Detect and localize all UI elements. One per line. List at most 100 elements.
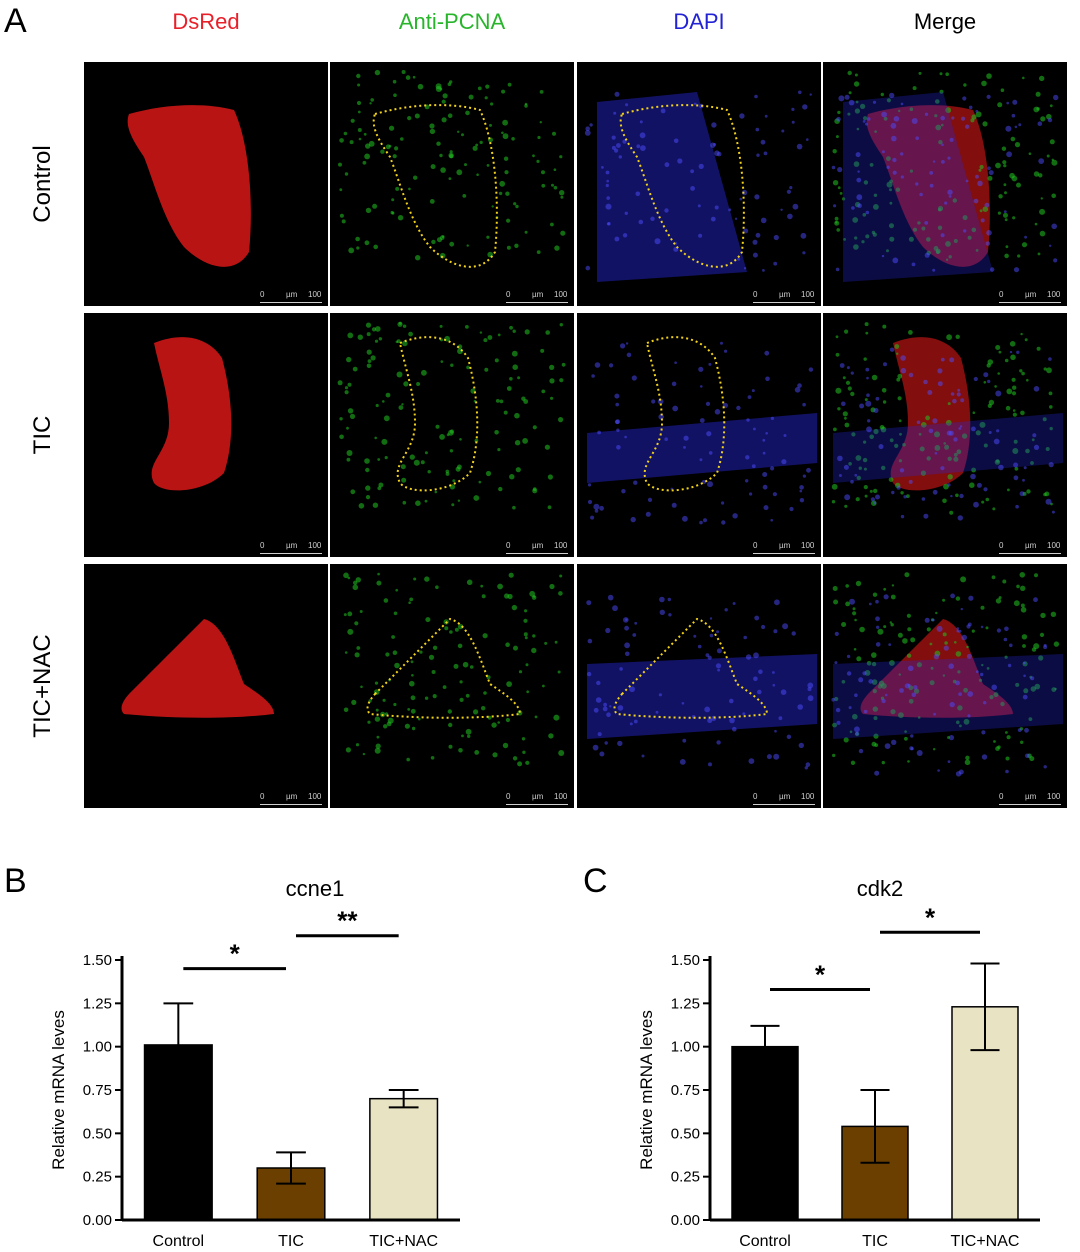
scale-bar-start: 0 xyxy=(999,290,1004,299)
micrograph-tic-merge: 0 µm 100 xyxy=(823,313,1067,557)
scale-bar-line xyxy=(260,553,322,554)
scale-bar-unit: µm xyxy=(779,541,791,550)
scale-bar: 0 µm 100 xyxy=(506,792,568,806)
y-tick-label: 0.00 xyxy=(83,1212,112,1229)
scale-bar-line xyxy=(999,804,1061,805)
tissue-outline xyxy=(643,336,726,492)
x-tick-label: TIC+NAC xyxy=(951,1233,1020,1250)
scale-bar-unit: µm xyxy=(1025,792,1037,801)
y-tick-label: 0.00 xyxy=(671,1212,700,1229)
tissue-outline xyxy=(396,336,479,492)
micrograph-tic-nac-dsred: 0 µm 100 xyxy=(84,564,328,808)
scale-bar-start: 0 xyxy=(999,541,1004,550)
scale-bar-line xyxy=(753,804,815,805)
scale-bar: 0 µm 100 xyxy=(260,792,322,806)
micrograph-control-dapi: 0 µm 100 xyxy=(577,62,821,306)
chart-ccne1: 0.00 0.25 0.50 0.75 1.00 1.25 1.50 Relative mRN… xyxy=(49,906,460,1250)
micrograph-image xyxy=(831,572,1063,777)
scale-bar-line xyxy=(506,302,568,303)
scale-bar-unit: µm xyxy=(286,290,298,299)
y-tick-label: 0.25 xyxy=(83,1169,112,1186)
tissue-outline xyxy=(613,617,769,719)
y-tick-label: 1.50 xyxy=(83,952,112,969)
scale-bar: 0 µm 100 xyxy=(753,792,815,806)
scale-bar-end: 100 xyxy=(308,290,322,299)
row-label-control: Control xyxy=(29,145,56,223)
micrograph-image xyxy=(338,69,566,268)
scale-bar-end: 100 xyxy=(554,290,568,299)
y-tick-label: 0.75 xyxy=(83,1082,112,1099)
scale-bar-line xyxy=(999,553,1061,554)
scale-bar-unit: µm xyxy=(779,792,791,801)
tissue-outline xyxy=(372,104,498,268)
significance-label: * xyxy=(230,939,241,969)
scale-bar-start: 0 xyxy=(506,290,511,299)
scale-bar: 0 µm 100 xyxy=(753,541,815,555)
micrograph-tic-anti-pcna: 0 µm 100 xyxy=(330,313,574,557)
micrograph-tic-dapi: 0 µm 100 xyxy=(577,313,821,557)
micrograph-tic-nac-dapi: 0 µm 100 xyxy=(577,564,821,808)
scale-bar-unit: µm xyxy=(532,541,544,550)
scale-bar-start: 0 xyxy=(260,541,265,550)
panel-c-letter: C xyxy=(583,862,608,900)
column-header-dsred: DsRed xyxy=(172,9,240,34)
significance-label: * xyxy=(925,905,936,932)
scale-bar-end: 100 xyxy=(1047,290,1061,299)
scale-bar: 0 µm 100 xyxy=(753,290,815,304)
scale-bar-start: 0 xyxy=(260,290,265,299)
bar-tic-nac xyxy=(369,1097,439,1221)
y-axis-label: Relative mRNA leves xyxy=(49,1010,68,1170)
scale-bar-unit: µm xyxy=(1025,541,1037,550)
scale-bar: 0 µm 100 xyxy=(506,290,568,304)
chart-c-title: cdk2 xyxy=(856,876,904,901)
micrograph-tic-dsred: 0 µm 100 xyxy=(84,313,328,557)
scale-bar-unit: µm xyxy=(286,792,298,801)
y-tick-label: 0.50 xyxy=(671,1125,700,1142)
chart-cdk2: 0.00 0.25 0.50 0.75 1.00 1.25 1.50 Relative mRN… xyxy=(637,905,1040,1250)
scale-bar-unit: µm xyxy=(779,290,791,299)
micrograph-image xyxy=(121,619,275,718)
column-header-anti-pcna: Anti-PCNA xyxy=(398,9,506,34)
micrograph-image xyxy=(337,321,566,510)
significance-label: * xyxy=(815,959,826,989)
scale-bar-start: 0 xyxy=(999,792,1004,801)
column-header-dapi: DAPI xyxy=(673,9,725,34)
y-tick-label: 1.50 xyxy=(671,952,700,969)
scale-bar: 0 µm 100 xyxy=(999,792,1061,806)
micrograph-control-anti-pcna: 0 µm 100 xyxy=(330,62,574,306)
y-tick-label: 0.75 xyxy=(671,1082,700,1099)
micrograph-image xyxy=(831,70,1059,282)
scale-bar-end: 100 xyxy=(554,792,568,801)
y-tick-label: 1.25 xyxy=(83,995,112,1012)
bar-control xyxy=(143,1044,213,1221)
scale-bar-end: 100 xyxy=(1047,792,1061,801)
micrograph-image xyxy=(127,105,251,267)
scale-bar-end: 100 xyxy=(308,541,322,550)
micrograph-control-merge: 0 µm 100 xyxy=(823,62,1067,306)
x-tick-label: TIC xyxy=(862,1233,888,1250)
scale-bar-line xyxy=(999,302,1061,303)
y-axis-label: Relative mRNA leves xyxy=(637,1010,656,1170)
micrograph-tic-nac-merge: 0 µm 100 xyxy=(823,564,1067,808)
micrograph-image xyxy=(586,594,817,770)
panel-b-letter: B xyxy=(4,862,27,900)
scale-bar-unit: µm xyxy=(286,541,298,550)
x-tick-label: TIC xyxy=(278,1233,304,1250)
scale-bar-unit: µm xyxy=(1025,290,1037,299)
scale-bar-end: 100 xyxy=(801,541,815,550)
scale-bar: 0 µm 100 xyxy=(260,290,322,304)
row-label-tic: TIC xyxy=(29,415,56,455)
scale-bar-end: 100 xyxy=(801,792,815,801)
scale-bar-start: 0 xyxy=(753,792,758,801)
x-tick-label: Control xyxy=(153,1233,205,1250)
column-header-merge: Merge xyxy=(913,9,977,34)
scale-bar-start: 0 xyxy=(753,290,758,299)
x-tick-label: Control xyxy=(739,1233,791,1250)
micrograph-control-dsred: 0 µm 100 xyxy=(84,62,328,306)
y-tick-label: 1.00 xyxy=(671,1039,700,1056)
scale-bar-start: 0 xyxy=(506,541,511,550)
micrograph-image xyxy=(151,337,232,491)
bar-control xyxy=(731,1045,799,1221)
tissue-outline xyxy=(619,104,745,268)
scale-bar-end: 100 xyxy=(801,290,815,299)
